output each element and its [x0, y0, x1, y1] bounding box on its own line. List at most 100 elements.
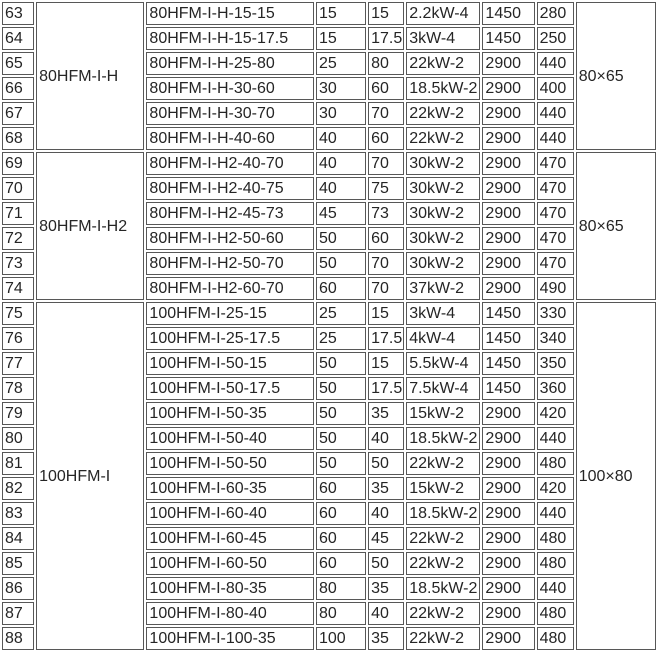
motor-power-cell: 30kW-2	[406, 252, 481, 275]
value3-cell: 480	[536, 552, 574, 575]
value2-cell: 60	[368, 77, 405, 100]
row-number-cell: 75	[2, 302, 35, 325]
value1-cell: 30	[315, 77, 367, 100]
model-cell: 80HFM-I-H-30-60	[146, 77, 314, 100]
value3-cell: 470	[536, 252, 574, 275]
value1-cell: 50	[315, 452, 367, 475]
value2-cell: 35	[368, 477, 405, 500]
model-cell: 80HFM-I-H-15-17.5	[146, 27, 314, 50]
speed-cell: 2900	[482, 602, 535, 625]
value1-cell: 15	[315, 2, 367, 25]
motor-power-cell: 22kW-2	[406, 602, 481, 625]
value3-cell: 420	[536, 477, 574, 500]
series-cell: 100HFM-I	[36, 302, 145, 650]
row-number-cell: 70	[2, 177, 35, 200]
value2-cell: 73	[368, 202, 405, 225]
value2-cell: 17.5	[368, 327, 405, 350]
motor-power-cell: 22kW-2	[406, 452, 481, 475]
value1-cell: 50	[315, 427, 367, 450]
speed-cell: 2900	[482, 552, 535, 575]
value3-cell: 440	[536, 502, 574, 525]
motor-power-cell: 3kW-4	[406, 27, 481, 50]
table-row: 77 100HFM-I-50-15 50 15 5.5kW-4 1450 350	[2, 352, 656, 375]
motor-power-cell: 4kW-4	[406, 327, 481, 350]
value3-cell: 480	[536, 527, 574, 550]
row-number-cell: 65	[2, 52, 35, 75]
table-row: 71 80HFM-I-H2-45-73 45 73 30kW-2 2900 470	[2, 202, 656, 225]
value1-cell: 40	[315, 177, 367, 200]
value3-cell: 470	[536, 177, 574, 200]
row-number-cell: 81	[2, 452, 35, 475]
motor-power-cell: 22kW-2	[406, 102, 481, 125]
row-number-cell: 72	[2, 227, 35, 250]
value1-cell: 25	[315, 302, 367, 325]
value3-cell: 480	[536, 452, 574, 475]
value1-cell: 50	[315, 352, 367, 375]
value3-cell: 470	[536, 227, 574, 250]
speed-cell: 1450	[482, 2, 535, 25]
motor-power-cell: 22kW-2	[406, 52, 481, 75]
value3-cell: 440	[536, 127, 574, 150]
table-row: 86 100HFM-I-80-35 80 35 18.5kW-2 2900 440	[2, 577, 656, 600]
table-row: 64 80HFM-I-H-15-17.5 15 17.5 3kW-4 1450 250	[2, 27, 656, 50]
model-cell: 80HFM-I-H2-45-73	[146, 202, 314, 225]
value2-cell: 17.5	[368, 27, 405, 50]
value3-cell: 490	[536, 277, 574, 300]
value1-cell: 60	[315, 477, 367, 500]
value3-cell: 360	[536, 377, 574, 400]
speed-cell: 2900	[482, 627, 535, 650]
table-row: 76 100HFM-I-25-17.5 25 17.5 4kW-4 1450 340	[2, 327, 656, 350]
series-cell: 80HFM-I-H	[36, 2, 145, 150]
speed-cell: 2900	[482, 502, 535, 525]
value1-cell: 30	[315, 102, 367, 125]
value2-cell: 70	[368, 277, 405, 300]
table-row: 82 100HFM-I-60-35 60 35 15kW-2 2900 420	[2, 477, 656, 500]
row-number-cell: 79	[2, 402, 35, 425]
row-number-cell: 63	[2, 2, 35, 25]
speed-cell: 1450	[482, 302, 535, 325]
motor-power-cell: 22kW-2	[406, 527, 481, 550]
model-cell: 100HFM-I-80-40	[146, 602, 314, 625]
value3-cell: 440	[536, 52, 574, 75]
model-cell: 100HFM-I-25-17.5	[146, 327, 314, 350]
value2-cell: 50	[368, 452, 405, 475]
value2-cell: 75	[368, 177, 405, 200]
value1-cell: 50	[315, 252, 367, 275]
row-number-cell: 85	[2, 552, 35, 575]
value3-cell: 480	[536, 627, 574, 650]
value2-cell: 40	[368, 502, 405, 525]
value2-cell: 35	[368, 627, 405, 650]
table-row: 65 80HFM-I-H-25-80 25 80 22kW-2 2900 440	[2, 52, 656, 75]
value1-cell: 50	[315, 377, 367, 400]
value2-cell: 60	[368, 227, 405, 250]
row-number-cell: 68	[2, 127, 35, 150]
value3-cell: 340	[536, 327, 574, 350]
model-cell: 80HFM-I-H-25-80	[146, 52, 314, 75]
value1-cell: 50	[315, 402, 367, 425]
row-number-cell: 88	[2, 627, 35, 650]
value2-cell: 35	[368, 577, 405, 600]
row-number-cell: 67	[2, 102, 35, 125]
value2-cell: 15	[368, 2, 405, 25]
value2-cell: 50	[368, 552, 405, 575]
speed-cell: 2900	[482, 577, 535, 600]
value2-cell: 45	[368, 527, 405, 550]
speed-cell: 1450	[482, 327, 535, 350]
motor-power-cell: 15kW-2	[406, 402, 481, 425]
motor-power-cell: 15kW-2	[406, 477, 481, 500]
speed-cell: 2900	[482, 402, 535, 425]
speed-cell: 2900	[482, 177, 535, 200]
table-row: 81 100HFM-I-50-50 50 50 22kW-2 2900 480	[2, 452, 656, 475]
value1-cell: 60	[315, 552, 367, 575]
row-number-cell: 83	[2, 502, 35, 525]
size-cell: 80×65	[575, 152, 656, 300]
table-row: 80 100HFM-I-50-40 50 40 18.5kW-2 2900 440	[2, 427, 656, 450]
model-cell: 100HFM-I-80-35	[146, 577, 314, 600]
table-row: 88 100HFM-I-100-35 100 35 22kW-2 2900 480	[2, 627, 656, 650]
table-row: 67 80HFM-I-H-30-70 30 70 22kW-2 2900 440	[2, 102, 656, 125]
motor-power-cell: 18.5kW-2	[406, 577, 481, 600]
table-row: 83 100HFM-I-60-40 60 40 18.5kW-2 2900 440	[2, 502, 656, 525]
row-number-cell: 64	[2, 27, 35, 50]
value3-cell: 440	[536, 427, 574, 450]
